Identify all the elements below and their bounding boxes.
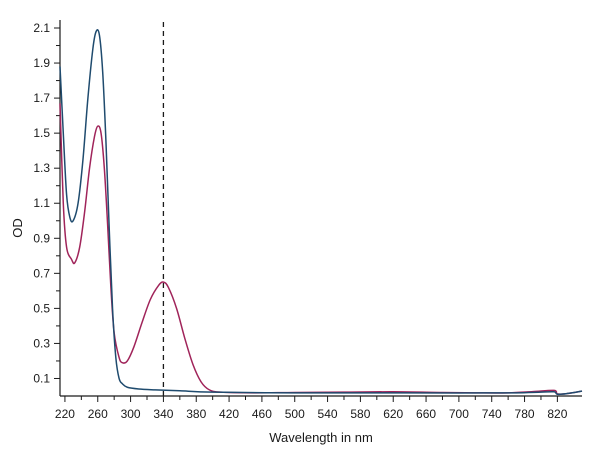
series-line-magenta xyxy=(59,103,583,395)
x-tick-label: 580 xyxy=(350,407,370,421)
x-tick-label: 820 xyxy=(547,407,567,421)
x-tick-label: 540 xyxy=(318,407,338,421)
x-tick-label: 340 xyxy=(153,407,173,421)
x-tick-label: 740 xyxy=(482,407,502,421)
x-tick-label: 660 xyxy=(416,407,436,421)
y-tick-label: 1.3 xyxy=(33,161,50,175)
y-tick-label: 0.7 xyxy=(33,266,50,280)
y-tick-label: 1.7 xyxy=(33,91,50,105)
y-tick-label: 1.9 xyxy=(33,56,50,70)
series-layer xyxy=(59,29,583,396)
y-tick-label: 0.9 xyxy=(33,231,50,245)
x-tick-label: 420 xyxy=(219,407,239,421)
y-axis: 0.1 0.3 0.5 0.7 0.9 1.1 1.3 1.5 1.7 1.9 2.1 xyxy=(33,20,61,396)
y-tick-label: 1.1 xyxy=(33,196,50,210)
x-ticks: 220 260 300 340 380 420 460 500 540 580 620 660 700 7… xyxy=(55,396,568,421)
x-tick-label: 460 xyxy=(252,407,272,421)
x-tick-label: 620 xyxy=(383,407,403,421)
x-tick-label: 500 xyxy=(285,407,305,421)
y-tick-label: 1.5 xyxy=(33,126,50,140)
series-line-blue xyxy=(59,29,583,396)
x-tick-label: 780 xyxy=(515,407,535,421)
x-tick-label: 260 xyxy=(88,407,108,421)
x-axis: 220 260 300 340 380 420 460 500 540 580 620 660 700 7… xyxy=(55,395,582,421)
x-tick-label: 380 xyxy=(186,407,206,421)
x-tick-label: 300 xyxy=(121,407,141,421)
x-tick-label: 220 xyxy=(55,407,75,421)
y-ticks: 0.1 0.3 0.5 0.7 0.9 1.1 1.3 1.5 1.7 1.9 2.1 xyxy=(33,21,60,385)
y-tick-label: 2.1 xyxy=(33,21,50,35)
x-tick-label: 700 xyxy=(449,407,469,421)
x-axis-title: Wavelength in nm xyxy=(269,430,373,445)
y-axis-title: OD xyxy=(10,218,25,238)
y-tick-label: 0.1 xyxy=(33,371,50,385)
y-tick-label: 0.3 xyxy=(33,336,50,350)
y-tick-label: 0.5 xyxy=(33,301,50,315)
